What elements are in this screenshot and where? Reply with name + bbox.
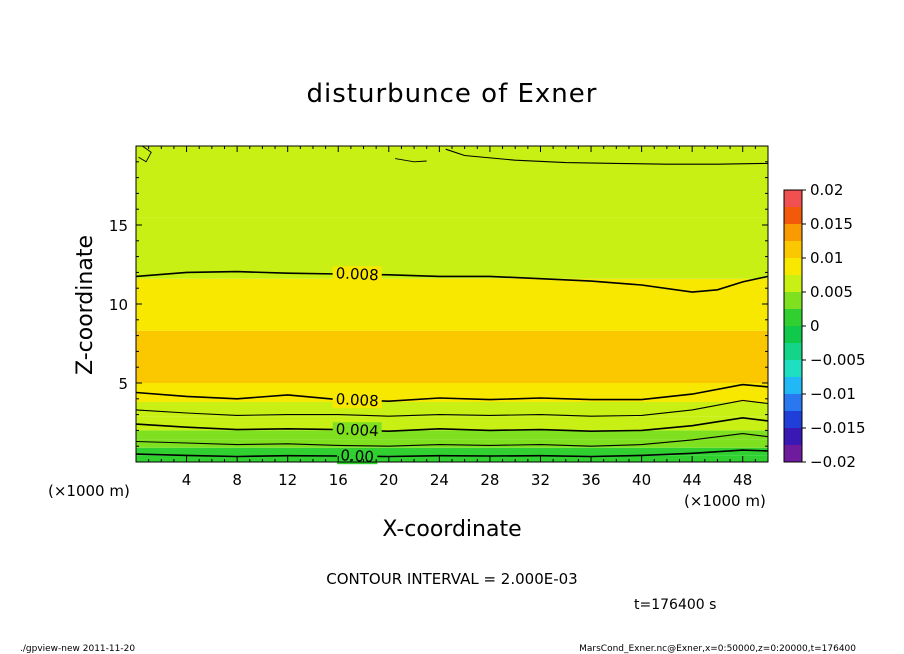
time-stamp: t=176400 s — [634, 597, 716, 613]
colorbar-swatch — [784, 309, 802, 326]
colorbar-swatch — [784, 326, 802, 343]
colorbar-swatch — [784, 258, 802, 275]
field-band — [136, 383, 768, 402]
x-tick-label: 28 — [480, 471, 499, 489]
x-axis-label: X-coordinate — [382, 517, 521, 542]
field-band — [136, 416, 768, 431]
colorbar-tick-label: 0.01 — [810, 249, 843, 267]
contour-line — [135, 449, 769, 458]
colorbar-swatch — [784, 207, 802, 224]
contour-label-background — [332, 266, 382, 283]
footer-right-note: MarsCond_Exner.nc@Exner,x=0:50000,z=0:20… — [579, 644, 856, 654]
colorbar-swatch — [784, 445, 802, 462]
contour-line — [135, 383, 769, 403]
x-tick-label: 8 — [232, 471, 242, 489]
contour-line-minor — [395, 158, 427, 163]
colorbar-tick-label: −0.015 — [810, 419, 866, 437]
colorbar-swatch — [784, 292, 802, 309]
contour-label: 0.008 — [335, 264, 379, 284]
y-axis-ticks: 5 10 15 — [109, 161, 768, 447]
contour-line — [445, 148, 769, 165]
colorbar-swatch — [784, 394, 802, 411]
colorbar-tick-label: 0.005 — [810, 283, 853, 301]
y-tick-label: 5 — [118, 375, 128, 393]
field-band — [136, 455, 768, 462]
x-unit-label-left: (×1000 m) — [48, 482, 130, 500]
contour-line — [135, 416, 769, 433]
contour-lines — [135, 145, 769, 458]
chart-title: disturbunce of Exner — [307, 79, 598, 109]
contour-line-minor — [138, 145, 152, 163]
x-unit-label-right: (×1000 m) — [684, 492, 766, 510]
colorbar-tick-label: −0.01 — [810, 385, 856, 403]
colorbar-tick-label: −0.02 — [810, 453, 856, 471]
colorbar-swatch — [784, 411, 802, 428]
footer-left-note: ./gpview-new 2011-11-20 — [20, 644, 135, 654]
field-band — [136, 278, 768, 331]
contour-label: 0.00 — [340, 446, 374, 466]
colorbar — [784, 190, 802, 462]
x-tick-label: 44 — [683, 471, 702, 489]
x-tick-label: 40 — [632, 471, 651, 489]
colorbar-tick-label: 0.015 — [810, 215, 853, 233]
colorbar-swatch — [784, 428, 802, 445]
contour-label: 0.004 — [335, 420, 379, 440]
contour-line — [135, 433, 769, 447]
contour-labels: 0.00 0.004 0.008 0.008 — [332, 264, 382, 466]
x-tick-label: 36 — [581, 471, 600, 489]
x-tick-label: 16 — [329, 471, 348, 489]
colorbar-tick-label: 0 — [810, 317, 820, 335]
colorbar-swatch — [784, 377, 802, 394]
y-tick-label: 10 — [109, 296, 128, 314]
field-band — [136, 430, 768, 440]
contour-line — [135, 270, 769, 293]
colorbar-swatch — [784, 275, 802, 292]
field-band — [136, 439, 768, 448]
colorbar-swatch — [784, 224, 802, 241]
contour-fill — [136, 146, 768, 462]
field-band — [136, 447, 768, 456]
field-band — [136, 330, 768, 383]
field-band — [136, 146, 768, 218]
field-band — [136, 217, 768, 279]
x-axis-ticks: 4 8 12 16 20 24 28 32 36 40 44 48 — [148, 146, 756, 489]
x-tick-label: 12 — [278, 471, 297, 489]
colorbar-tick-label: 0.02 — [810, 181, 843, 199]
colorbar-swatch — [784, 343, 802, 360]
x-tick-label: 32 — [531, 471, 550, 489]
contour-interval-note: CONTOUR INTERVAL = 2.000E-03 — [326, 570, 577, 588]
x-tick-label: 4 — [182, 471, 192, 489]
contour-label: 0.008 — [335, 390, 379, 410]
y-tick-label: 15 — [109, 217, 128, 235]
colorbar-swatch — [784, 190, 802, 207]
contour-line — [135, 399, 769, 417]
colorbar-swatch — [784, 360, 802, 377]
x-tick-label: 24 — [430, 471, 449, 489]
contour-label-background — [332, 392, 382, 409]
y-axis-label: Z-coordinate — [73, 235, 98, 375]
contour-label-background — [337, 448, 378, 465]
x-tick-label: 48 — [733, 471, 752, 489]
contour-label-background — [332, 422, 382, 439]
colorbar-swatch — [784, 241, 802, 258]
colorbar-ticks: 0.02 0.015 0.01 0.005 0 −0.005 −0.01 −0.015 −0.0… — [802, 181, 866, 471]
x-tick-label: 20 — [379, 471, 398, 489]
colorbar-tick-label: −0.005 — [810, 351, 866, 369]
field-band — [136, 401, 768, 417]
